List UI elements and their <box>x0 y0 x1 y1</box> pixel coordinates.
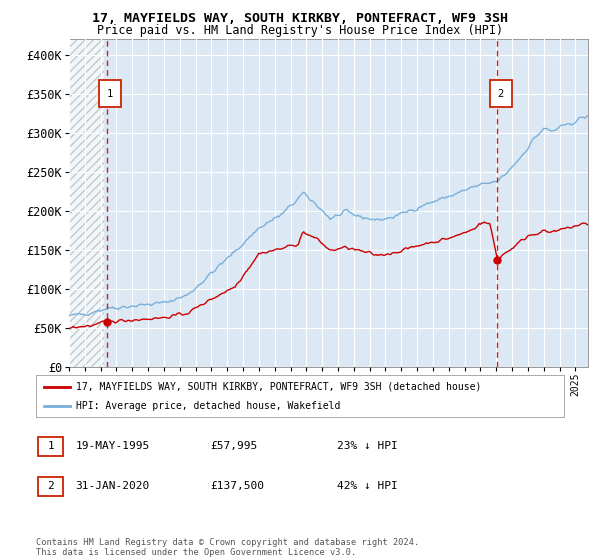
Text: 17, MAYFIELDS WAY, SOUTH KIRKBY, PONTEFRACT, WF9 3SH (detached house): 17, MAYFIELDS WAY, SOUTH KIRKBY, PONTEFR… <box>76 381 481 391</box>
FancyBboxPatch shape <box>99 80 121 108</box>
Text: 17, MAYFIELDS WAY, SOUTH KIRKBY, PONTEFRACT, WF9 3SH: 17, MAYFIELDS WAY, SOUTH KIRKBY, PONTEFR… <box>92 12 508 25</box>
Text: Contains HM Land Registry data © Crown copyright and database right 2024.
This d: Contains HM Land Registry data © Crown c… <box>36 538 419 557</box>
Text: 1: 1 <box>47 441 54 451</box>
Text: 42% ↓ HPI: 42% ↓ HPI <box>337 481 398 491</box>
Text: Price paid vs. HM Land Registry's House Price Index (HPI): Price paid vs. HM Land Registry's House … <box>97 24 503 36</box>
Text: 1: 1 <box>107 89 113 99</box>
Text: 23% ↓ HPI: 23% ↓ HPI <box>337 441 398 451</box>
Text: 2: 2 <box>497 89 504 99</box>
FancyBboxPatch shape <box>38 477 64 496</box>
Text: 2: 2 <box>47 481 54 491</box>
Text: HPI: Average price, detached house, Wakefield: HPI: Average price, detached house, Wake… <box>76 401 340 411</box>
Text: 19-MAY-1995: 19-MAY-1995 <box>76 441 150 451</box>
Text: £57,995: £57,995 <box>210 441 257 451</box>
FancyBboxPatch shape <box>38 437 64 456</box>
Text: 31-JAN-2020: 31-JAN-2020 <box>76 481 150 491</box>
Bar <box>69 39 104 367</box>
Text: £137,500: £137,500 <box>210 481 264 491</box>
FancyBboxPatch shape <box>490 80 512 108</box>
